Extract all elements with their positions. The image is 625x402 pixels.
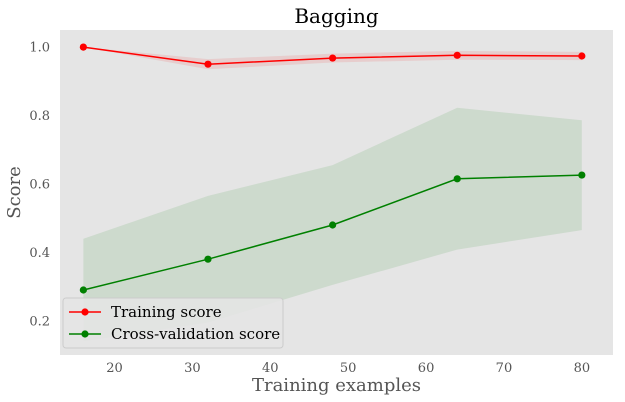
- x-tick-label: 60: [418, 361, 435, 376]
- legend-swatch-marker: [81, 330, 89, 338]
- legend-swatch-marker: [81, 308, 89, 316]
- x-tick-label: 80: [574, 361, 591, 376]
- legend: Training score Cross-validation score: [62, 297, 284, 349]
- x-tick-label: 50: [340, 361, 357, 376]
- series-0-point: [329, 54, 337, 62]
- series-0-point: [204, 60, 212, 68]
- legend-label: Cross-validation score: [111, 325, 280, 343]
- x-axis-ticks: 20 30 40 50 60 70 80: [106, 361, 590, 376]
- series-points: [79, 43, 586, 294]
- legend-box: [62, 297, 284, 349]
- x-axis-title: Training examples: [252, 375, 421, 396]
- chart-title: Bagging: [294, 4, 379, 28]
- x-tick-label: 30: [184, 361, 201, 376]
- y-axis-ticks: 0.2 0.4 0.6 0.8 1.0: [29, 41, 50, 330]
- x-tick-label: 40: [262, 361, 279, 376]
- series-1-point: [79, 286, 87, 294]
- series-0-point: [578, 52, 586, 60]
- series-0-point: [79, 43, 87, 51]
- series-1-point: [578, 171, 586, 179]
- series-1-point: [204, 255, 212, 263]
- legend-label: Training score: [111, 303, 222, 321]
- y-tick-label: 0.2: [29, 314, 50, 329]
- x-tick-label: 70: [496, 361, 513, 376]
- y-tick-label: 1.0: [29, 41, 50, 56]
- x-tick-label: 20: [106, 361, 123, 376]
- series-1-point: [453, 175, 461, 183]
- y-tick-label: 0.6: [29, 177, 50, 192]
- series-0-point: [453, 51, 461, 59]
- y-axis-title: Score: [4, 166, 25, 219]
- series-1-point: [329, 221, 337, 229]
- y-tick-label: 0.4: [29, 246, 50, 261]
- y-tick-label: 0.8: [29, 109, 50, 124]
